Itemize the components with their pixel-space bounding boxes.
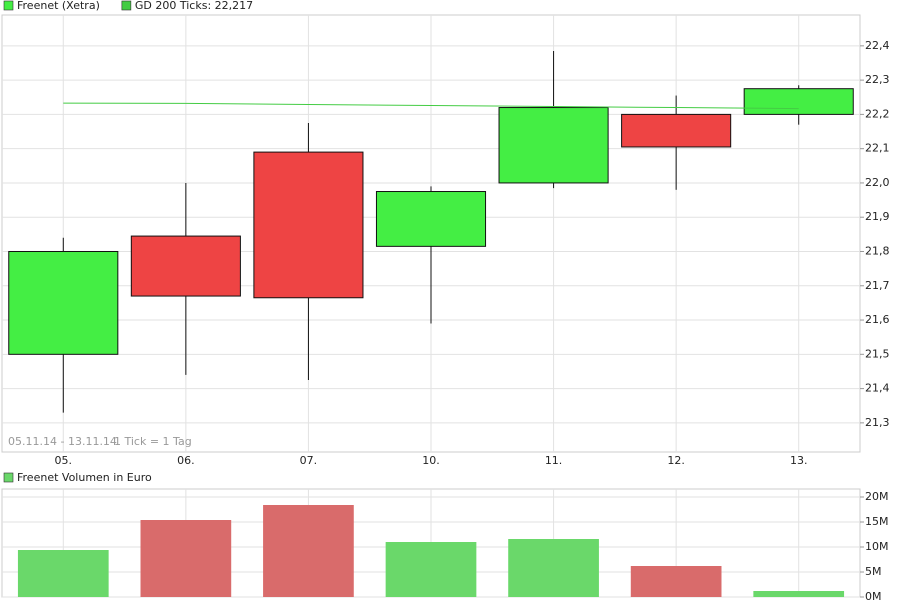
x-tick-label: 12. bbox=[667, 454, 685, 467]
y-tick-label: 22,1 bbox=[865, 142, 890, 155]
candle-body bbox=[253, 151, 364, 299]
legend-label: Freenet (Xetra) bbox=[17, 0, 100, 12]
x-tick-label: 07. bbox=[300, 454, 318, 467]
y-tick-label: 22,2 bbox=[865, 107, 890, 120]
x-tick-label: 10. bbox=[422, 454, 440, 467]
x-tick-label: 13. bbox=[790, 454, 808, 467]
candle-body bbox=[743, 88, 854, 115]
y-tick-label: 21,9 bbox=[865, 210, 890, 223]
y-tick-label: 21,6 bbox=[865, 313, 890, 326]
candle-body bbox=[498, 107, 609, 184]
legend-label: Freenet Volumen in Euro bbox=[17, 471, 152, 484]
volume-bar bbox=[140, 520, 232, 597]
y-tick-label: 21,5 bbox=[865, 347, 890, 360]
volume-bar bbox=[630, 566, 722, 597]
y-tick-label: 5M bbox=[865, 565, 882, 578]
y-tick-label: 21,4 bbox=[865, 382, 890, 395]
x-tick-label: 05. bbox=[55, 454, 73, 467]
y-tick-label: 21,8 bbox=[865, 244, 890, 257]
y-tick-label: 22,4 bbox=[865, 39, 890, 52]
y-tick-label: 22,3 bbox=[865, 73, 890, 86]
y-tick-label: 20M bbox=[865, 490, 889, 503]
y-tick-label: 10M bbox=[865, 540, 889, 553]
volume-bar bbox=[508, 539, 599, 597]
annotation: 05.11.14 - 13.11.14 bbox=[8, 435, 117, 448]
y-tick-label: 21,3 bbox=[865, 416, 890, 429]
candle-body bbox=[130, 235, 241, 297]
volume-bar bbox=[263, 505, 354, 597]
volume-bar bbox=[17, 550, 109, 597]
volume-bar bbox=[753, 591, 845, 597]
average-line bbox=[63, 102, 799, 110]
annotation: 1 Tick = 1 Tag bbox=[114, 435, 192, 448]
legend-swatch bbox=[3, 0, 14, 11]
candle-body bbox=[8, 250, 119, 355]
y-tick-label: 21,7 bbox=[865, 279, 890, 292]
y-tick-label: 0M bbox=[865, 590, 882, 603]
candle-body bbox=[621, 113, 732, 148]
legend-swatch bbox=[121, 0, 132, 11]
legend-label: GD 200 Ticks: 22,217 bbox=[135, 0, 253, 12]
volume-bar bbox=[385, 542, 477, 597]
y-tick-label: 15M bbox=[865, 515, 889, 528]
y-tick-label: 22,0 bbox=[865, 176, 890, 189]
x-tick-label: 11. bbox=[545, 454, 563, 467]
x-tick-label: 06. bbox=[177, 454, 195, 467]
candle-body bbox=[375, 191, 487, 247]
legend-swatch bbox=[3, 472, 14, 483]
